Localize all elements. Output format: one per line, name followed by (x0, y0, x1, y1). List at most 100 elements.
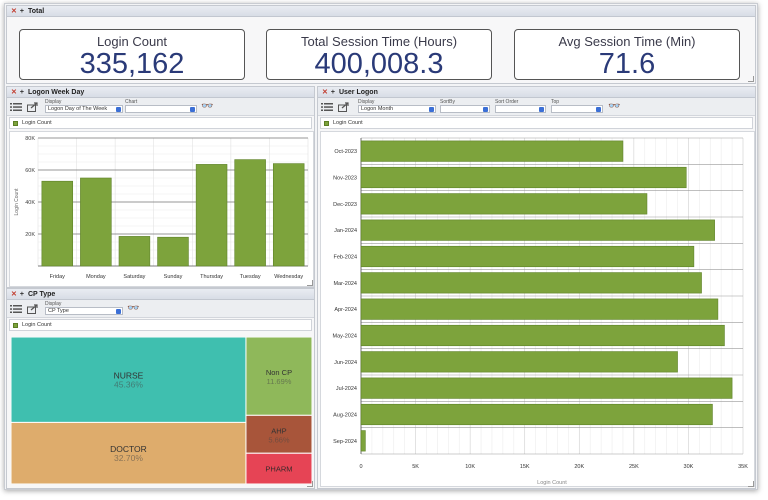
sortorder-select[interactable] (495, 105, 546, 113)
list-icon[interactable] (321, 102, 333, 112)
treemap-value: 32.70% (114, 453, 143, 463)
x-tick-label: 15K (520, 464, 530, 470)
expand-icon[interactable]: + (19, 8, 24, 15)
y-axis-label: Login Count (14, 188, 20, 216)
x-tick-label: Sunday (164, 274, 183, 280)
y-tick-label: Apr-2024 (334, 307, 357, 313)
treemap-tile (11, 337, 247, 423)
legend-label: Login Count (22, 322, 52, 328)
export-icon[interactable] (27, 304, 39, 314)
chevron-down-icon (190, 107, 195, 112)
panel-toolbar: Display Logon Month SortBy Sort Order To… (318, 98, 755, 116)
display-control: Display Logon Day of The Week (45, 99, 123, 116)
chart-legend: Login Count (9, 117, 312, 129)
bar (80, 177, 112, 267)
bar (360, 219, 715, 241)
bar (360, 193, 648, 215)
sortby-control: SortBy (440, 99, 490, 116)
x-tick-label: Saturday (123, 274, 145, 280)
display-control: Display CP Type (45, 301, 123, 318)
monthly-chart-area: Oct-2023 Nov-2023 Dec-2023 Jan-2024 Feb-2024… (320, 131, 755, 487)
monthly-bar-chart: Oct-2023 Nov-2023 Dec-2023 Jan-2024 Feb-2024… (333, 137, 748, 486)
chart-select[interactable] (125, 105, 197, 113)
resize-handle[interactable] (307, 481, 313, 487)
resize-handle[interactable] (307, 280, 313, 286)
dashboard-frame: ✕ + Total Login Count 335,162 Total Sessio… (4, 3, 758, 490)
legend-label: Login Count (22, 120, 52, 126)
y-tick-label: Mar-2024 (333, 281, 357, 287)
x-tick-label: Monday (86, 274, 106, 280)
y-tick-label: 40K (25, 200, 35, 206)
display-value: Logon Day of The Week (48, 106, 108, 112)
x-tick-label: 25K (629, 464, 639, 470)
display-select[interactable]: Logon Day of The Week (45, 105, 123, 113)
expand-icon[interactable]: + (19, 291, 24, 298)
top-control: Top (551, 99, 603, 116)
chevron-down-icon (596, 107, 601, 112)
panel-header: ✕ + User Logon (318, 87, 755, 98)
legend-label: Login Count (333, 120, 363, 126)
sortorder-control: Sort Order (495, 99, 546, 116)
chevron-down-icon (116, 309, 121, 314)
bar (234, 159, 266, 267)
chart-legend: Login Count (320, 117, 753, 129)
list-icon[interactable] (10, 102, 22, 112)
sortby-select[interactable] (440, 105, 490, 113)
y-tick-label: May-2024 (333, 334, 357, 340)
display-select[interactable]: Logon Month (358, 105, 436, 113)
cptype-panel: ✕ + CP Type Display CP Type 👓 Login Count … (6, 288, 315, 489)
display-label: Display (358, 99, 375, 105)
total-panel: ✕ + Total Login Count 335,162 Total Sessio… (6, 5, 756, 84)
close-icon[interactable]: ✕ (11, 8, 17, 15)
x-tick-label: 5K (412, 464, 419, 470)
top-label: Top (551, 99, 560, 105)
expand-icon[interactable]: + (19, 89, 24, 96)
panel-toolbar: Display Logon Day of The Week Chart 👓 (7, 98, 314, 116)
legend-swatch (13, 121, 18, 126)
display-label: Display (45, 99, 62, 105)
list-icon[interactable] (10, 304, 22, 314)
x-tick-label: Tuesday (240, 274, 261, 280)
binoculars-icon[interactable]: 👓 (608, 101, 621, 112)
bar (360, 324, 725, 347)
display-select[interactable]: CP Type (45, 307, 123, 315)
bar (360, 298, 719, 320)
panel-title: Total (27, 8, 45, 15)
y-tick-label: 80K (25, 136, 35, 142)
x-tick-label: 35K (738, 464, 748, 470)
binoculars-icon[interactable]: 👓 (127, 303, 140, 314)
y-tick-label: Jan-2024 (334, 228, 357, 234)
close-icon[interactable]: ✕ (11, 89, 17, 96)
binoculars-icon[interactable]: 👓 (201, 101, 214, 112)
expand-icon[interactable]: + (330, 89, 335, 96)
y-tick-label: Jul-2024 (336, 386, 357, 392)
export-icon[interactable] (338, 102, 350, 112)
legend-swatch (13, 323, 18, 328)
bar (360, 272, 702, 294)
y-tick-label: Feb-2024 (333, 255, 357, 261)
treemap-label: Non CP (266, 368, 292, 377)
chart-label: Chart (125, 99, 138, 105)
treemap-label: DOCTOR (110, 444, 147, 454)
export-icon[interactable] (27, 102, 39, 112)
bar (360, 403, 713, 426)
resize-handle[interactable] (748, 481, 754, 487)
kpi-avg-session-time: Avg Session Time (Min) 71.6 (514, 29, 740, 80)
panel-title: CP Type (27, 291, 56, 298)
resize-handle[interactable] (748, 76, 754, 82)
top-select[interactable] (551, 105, 603, 113)
bar (360, 166, 687, 189)
close-icon[interactable]: ✕ (322, 89, 328, 96)
close-icon[interactable]: ✕ (11, 291, 17, 298)
y-tick-label: Nov-2023 (333, 176, 357, 182)
bar (157, 236, 189, 267)
y-tick-label: Aug-2024 (333, 413, 357, 419)
kpi-title: Login Count (96, 34, 168, 49)
bar (195, 164, 228, 267)
weekday-bar-chart: 20K 40K 60K 80K Login Count Friday Monday Satur… (14, 136, 309, 280)
treemap-label: AHP (271, 426, 286, 435)
bar (360, 245, 695, 268)
display-control: Display Logon Month (358, 99, 436, 116)
x-tick-label: 10K (465, 464, 475, 470)
